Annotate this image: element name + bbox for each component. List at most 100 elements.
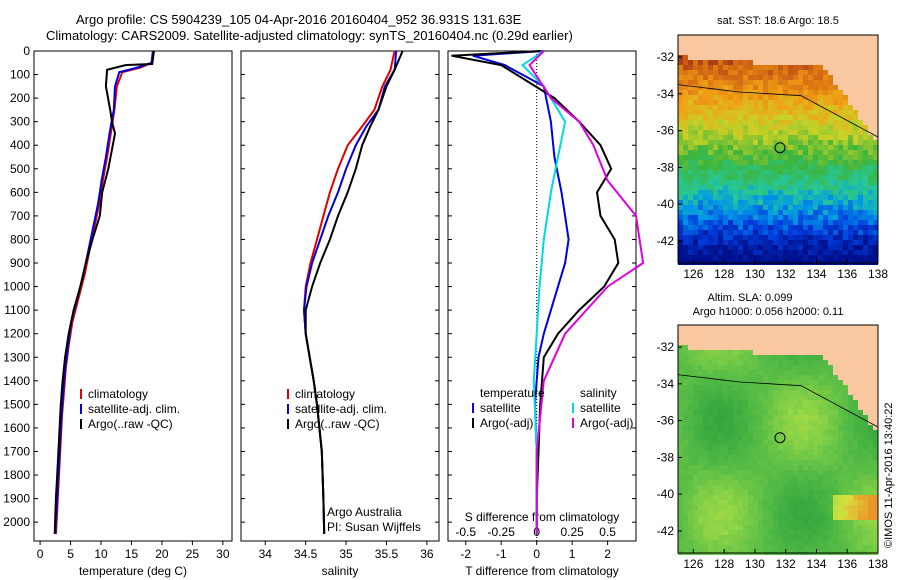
map-cell	[793, 490, 798, 495]
map-cell	[678, 540, 683, 545]
map-cell	[873, 440, 878, 445]
map-cell	[778, 375, 783, 380]
map-cell	[828, 440, 833, 445]
map-cell	[783, 470, 788, 475]
map-cell	[828, 375, 833, 380]
map-cell	[778, 370, 783, 375]
map-cell	[858, 540, 863, 545]
map-cell	[868, 230, 873, 235]
map-cell	[713, 185, 718, 190]
map-cell	[833, 410, 838, 415]
map-cell	[743, 405, 748, 410]
map-cell	[708, 510, 713, 515]
map-cell	[768, 500, 773, 505]
map-cell	[743, 545, 748, 550]
map-cell	[683, 245, 688, 250]
map-cell	[758, 230, 763, 235]
map-cell	[693, 85, 698, 90]
map-cell	[758, 190, 763, 195]
map-cell	[813, 75, 818, 80]
map-cell	[788, 95, 793, 100]
map-cell	[753, 65, 758, 70]
map-cell	[713, 90, 718, 95]
map-cell	[708, 415, 713, 420]
map-cell	[723, 350, 728, 355]
map-cell	[763, 480, 768, 485]
map-cell	[843, 520, 848, 525]
map-cell	[793, 170, 798, 175]
map-cell	[838, 540, 843, 545]
map-cell	[808, 80, 813, 85]
map-cell	[768, 160, 773, 165]
map-cell	[873, 240, 878, 245]
map-cell	[783, 495, 788, 500]
map-cell	[818, 445, 823, 450]
map-cell	[713, 525, 718, 530]
map-cell	[793, 130, 798, 135]
map-cell	[833, 420, 838, 425]
map-cell	[723, 245, 728, 250]
map-cell	[723, 255, 728, 260]
map-cell	[848, 135, 853, 140]
map-cell	[798, 90, 803, 95]
map-cell	[723, 75, 728, 80]
map-cell	[823, 90, 828, 95]
map-cell	[743, 455, 748, 460]
map-cell	[723, 60, 728, 65]
map-cell	[873, 465, 878, 470]
map-cell	[758, 495, 763, 500]
map-cell	[853, 200, 858, 205]
map-cell	[703, 70, 708, 75]
x-tick-label: 0	[37, 547, 44, 561]
map-cell	[688, 470, 693, 475]
map-cell	[793, 185, 798, 190]
map-cell	[683, 120, 688, 125]
map-cell	[803, 390, 808, 395]
map-cell	[778, 90, 783, 95]
map-cell	[783, 255, 788, 260]
map-cell	[758, 510, 763, 515]
map-cell	[703, 515, 708, 520]
map-cell	[773, 235, 778, 240]
map-cell	[778, 125, 783, 130]
map-cell	[873, 545, 878, 550]
map-cell	[678, 450, 683, 455]
map-cell	[858, 450, 863, 455]
map-cell	[758, 210, 763, 215]
map-cell	[723, 465, 728, 470]
map-cell	[793, 115, 798, 120]
map-cell	[828, 120, 833, 125]
map-cell	[848, 415, 853, 420]
map-cell	[738, 350, 743, 355]
map-cell	[733, 105, 738, 110]
map-cell	[743, 110, 748, 115]
map-cell	[723, 210, 728, 215]
map-cell	[778, 535, 783, 540]
map-cell	[738, 80, 743, 85]
map-cell	[708, 440, 713, 445]
map-cell	[783, 410, 788, 415]
map-cell	[733, 525, 738, 530]
map-cell	[693, 240, 698, 245]
map-cell	[743, 480, 748, 485]
map-cell	[688, 105, 693, 110]
map-cell	[738, 175, 743, 180]
map-cell	[773, 505, 778, 510]
map-cell	[768, 390, 773, 395]
map-cell	[763, 140, 768, 145]
difference-frame	[447, 50, 637, 542]
map-cell	[828, 155, 833, 160]
map-cell	[788, 545, 793, 550]
x-tick-label: 20	[155, 547, 169, 561]
map-cell	[743, 85, 748, 90]
map-cell	[858, 230, 863, 235]
map-cell	[773, 415, 778, 420]
map-cell	[708, 255, 713, 260]
map-cell	[833, 455, 838, 460]
map-cell	[688, 355, 693, 360]
map-cell	[838, 400, 843, 405]
map-cell	[703, 510, 708, 515]
map-cell	[778, 235, 783, 240]
map-cell	[798, 410, 803, 415]
map-cell	[868, 515, 873, 520]
